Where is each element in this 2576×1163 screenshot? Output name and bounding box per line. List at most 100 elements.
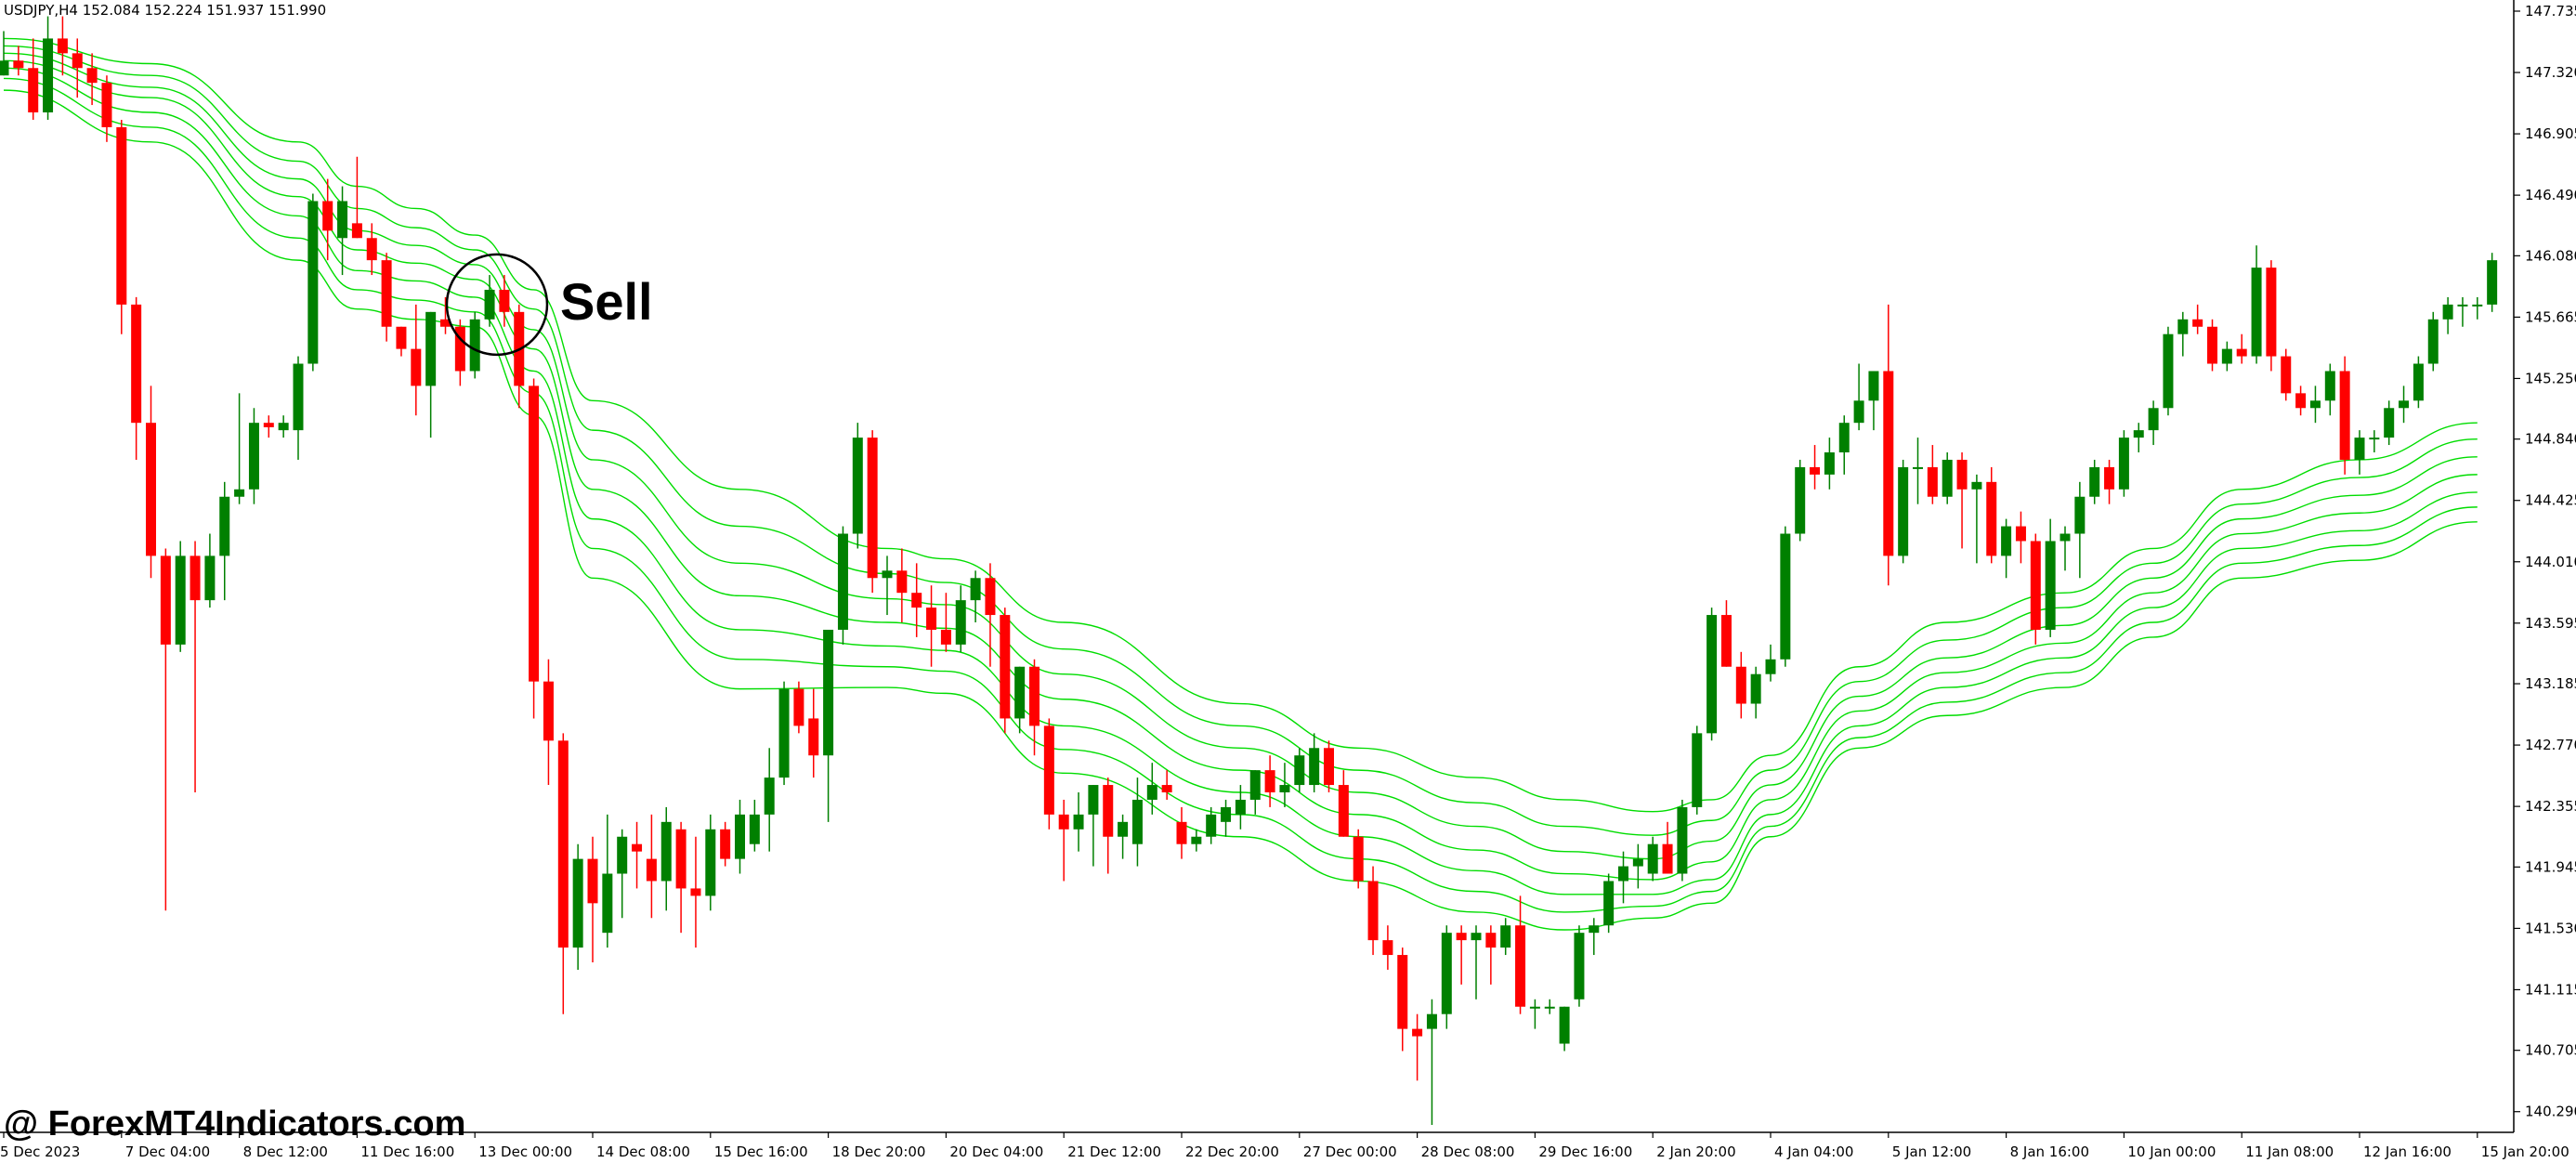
- candle-body: [0, 60, 9, 76]
- candle-body: [764, 778, 775, 815]
- candle-body: [2089, 466, 2100, 497]
- candle: [2339, 356, 2350, 475]
- candle-body: [2427, 319, 2439, 364]
- candle: [926, 585, 937, 667]
- candle-body: [234, 489, 245, 497]
- price-tick-label: 141.530: [2525, 920, 2576, 936]
- candle: [764, 748, 775, 852]
- candle-body: [175, 555, 186, 645]
- candle-body: [1677, 806, 1688, 874]
- time-tick-label: 20 Dec 04:00: [949, 1143, 1043, 1160]
- time-tick-label: 11 Dec 16:00: [360, 1143, 454, 1160]
- candle: [1426, 999, 1437, 1126]
- candle-body: [690, 888, 701, 896]
- candle-body: [837, 533, 848, 630]
- chart-header: USDJPY,H4 152.084 152.224 151.937 151.99…: [4, 2, 326, 19]
- time-tick-label: 18 Dec 20:00: [832, 1143, 926, 1160]
- candle: [1735, 651, 1746, 719]
- candle: [1249, 770, 1261, 815]
- candle-body: [985, 578, 996, 616]
- time-tick-label: 8 Dec 12:00: [243, 1143, 328, 1160]
- candle: [837, 526, 848, 645]
- candle: [1898, 459, 1909, 564]
- candle-body: [1279, 785, 1290, 793]
- candle-body: [1603, 881, 1615, 926]
- candle: [2221, 341, 2232, 372]
- time-axis: 5 Dec 2023 7 Dec 04:00 8 Dec 12:00 11 Dec 1…: [0, 1132, 2569, 1160]
- candle-body: [1898, 466, 1909, 556]
- candle-body: [1942, 459, 1953, 497]
- candle-body: [72, 53, 83, 69]
- sell-circle: [445, 253, 549, 357]
- candle-body: [1720, 615, 1732, 667]
- candle: [1971, 474, 1982, 564]
- candle: [572, 843, 583, 970]
- candle-body: [1913, 466, 1923, 469]
- candle: [1720, 600, 1732, 667]
- candle: [1397, 947, 1408, 1052]
- candle: [1589, 918, 1600, 956]
- candle-body: [28, 68, 39, 113]
- candle-body: [1000, 615, 1011, 719]
- candle-body: [2472, 304, 2483, 307]
- candle-body: [1382, 940, 1393, 956]
- candle-body: [1235, 799, 1246, 815]
- candle-body: [1692, 733, 1703, 807]
- candle: [1853, 363, 1864, 431]
- candle: [2354, 430, 2365, 475]
- candle: [1146, 763, 1157, 815]
- candle: [2457, 296, 2468, 327]
- candle: [1191, 829, 1202, 852]
- candle-body: [2413, 363, 2424, 401]
- price-axis: 147.735 147.320 146.905 146.490 146.080 145.6…: [0, 0, 2576, 1133]
- candle: [1632, 843, 1643, 889]
- candle-body: [955, 600, 966, 645]
- candle: [1471, 925, 1482, 1000]
- candle-body: [823, 629, 834, 756]
- candle-body: [1883, 371, 1894, 556]
- candle: [425, 311, 437, 438]
- price-tick-label: 144.010: [2525, 554, 2576, 570]
- candle-body: [1618, 866, 1628, 882]
- candle: [882, 555, 893, 616]
- candle: [587, 836, 598, 963]
- ma-band-7: [3, 89, 2478, 931]
- candle: [1309, 733, 1320, 793]
- candle-body: [190, 555, 201, 601]
- candle: [131, 296, 142, 460]
- price-tick-label: 146.490: [2525, 187, 2576, 203]
- candle: [1338, 770, 1349, 837]
- candle-body: [2163, 333, 2174, 409]
- candle: [1073, 792, 1084, 852]
- candle: [366, 223, 377, 276]
- candle-body: [411, 348, 422, 386]
- candle: [1618, 851, 1628, 904]
- candle: [337, 186, 348, 276]
- candle-body: [617, 836, 628, 874]
- candle: [940, 593, 951, 652]
- candle: [2163, 326, 2174, 416]
- candle: [2413, 356, 2424, 409]
- candle-body: [1971, 481, 1982, 490]
- candle: [1058, 799, 1069, 882]
- candle: [690, 836, 701, 948]
- candle: [2309, 385, 2321, 424]
- candle-body: [13, 60, 24, 69]
- time-tick-label: 13 Dec 00:00: [478, 1143, 572, 1160]
- candle: [1986, 466, 1997, 564]
- candle: [823, 629, 834, 822]
- candle: [2384, 400, 2395, 446]
- candle-body: [248, 423, 259, 490]
- candle-body: [469, 319, 480, 372]
- candle-body: [307, 201, 319, 364]
- candle-body: [1338, 785, 1349, 837]
- candle-body: [2354, 438, 2365, 460]
- candle: [675, 821, 686, 934]
- candle-body: [1131, 799, 1143, 844]
- time-tick-label: 7 Dec 04:00: [125, 1143, 210, 1160]
- price-tick-label: 143.185: [2525, 675, 2576, 692]
- candle-body: [602, 873, 613, 934]
- candle-body: [2221, 348, 2232, 364]
- candle-body: [896, 570, 908, 594]
